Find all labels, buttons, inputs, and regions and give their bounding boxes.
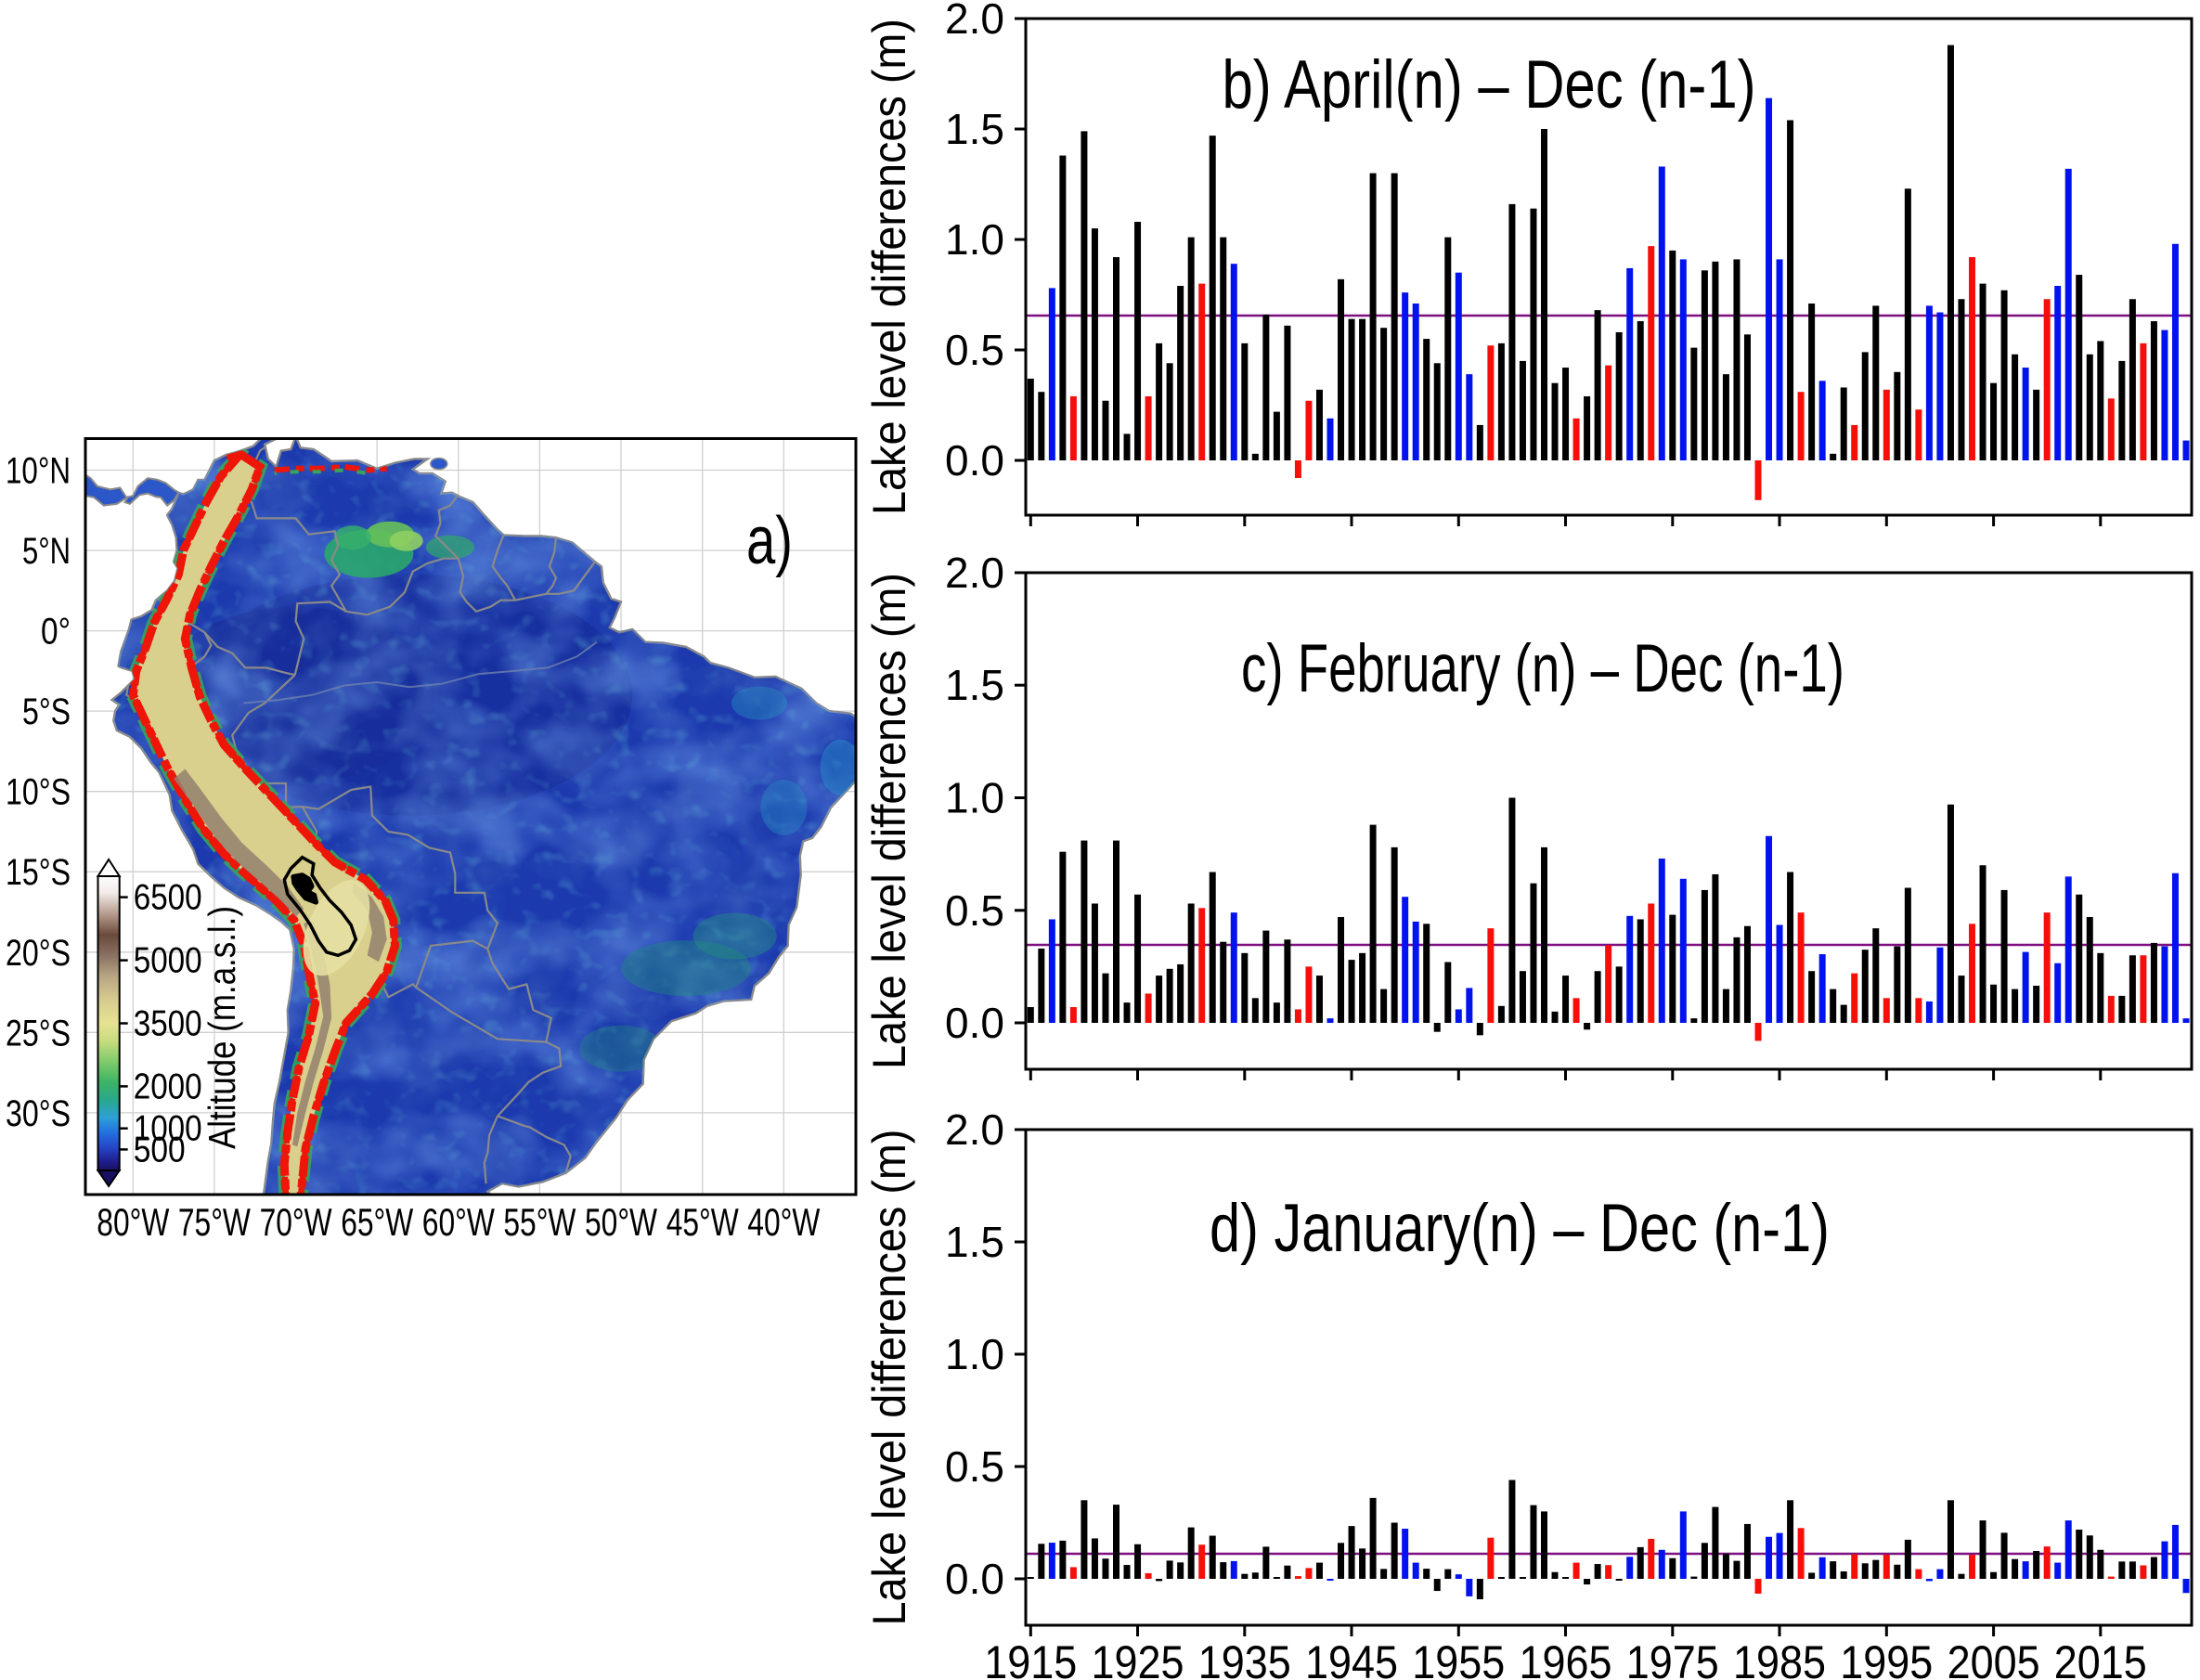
- svg-text:0.5: 0.5: [945, 1442, 1004, 1491]
- svg-text:80°W: 80°W: [97, 1200, 169, 1244]
- svg-text:10°N: 10°N: [6, 451, 71, 492]
- svg-text:Lake level differences (m): Lake level differences (m): [863, 1130, 915, 1626]
- svg-text:1.0: 1.0: [945, 1330, 1004, 1378]
- svg-text:2015: 2015: [2054, 1636, 2147, 1680]
- svg-text:3500: 3500: [134, 1004, 202, 1044]
- svg-text:60°W: 60°W: [422, 1200, 495, 1244]
- svg-text:1965: 1965: [1520, 1636, 1612, 1680]
- svg-text:1985: 1985: [1733, 1636, 1826, 1680]
- svg-text:2005: 2005: [1948, 1636, 2040, 1680]
- svg-text:Altitude (m.a.s.l.): Altitude (m.a.s.l.): [201, 906, 243, 1149]
- svg-text:0.0: 0.0: [945, 999, 1004, 1047]
- svg-text:Lake level differences (m): Lake level differences (m): [863, 19, 915, 515]
- svg-text:1.5: 1.5: [945, 105, 1004, 153]
- svg-text:25°S: 25°S: [6, 1013, 71, 1053]
- svg-text:0.5: 0.5: [945, 326, 1004, 374]
- svg-text:0.0: 0.0: [945, 436, 1004, 485]
- svg-text:75°W: 75°W: [178, 1200, 251, 1244]
- svg-text:70°W: 70°W: [260, 1200, 332, 1244]
- svg-text:2.0: 2.0: [945, 1105, 1004, 1154]
- svg-text:1935: 1935: [1198, 1636, 1291, 1680]
- svg-text:b) April(n) – Dec (n-1): b) April(n) – Dec (n-1): [1223, 47, 1756, 123]
- svg-text:1.5: 1.5: [945, 661, 1004, 709]
- svg-text:1.5: 1.5: [945, 1218, 1004, 1266]
- svg-text:0°: 0°: [41, 612, 71, 653]
- svg-text:1.0: 1.0: [945, 215, 1004, 264]
- svg-text:1975: 1975: [1626, 1636, 1719, 1680]
- svg-text:Lake level differences (m): Lake level differences (m): [863, 573, 915, 1069]
- svg-text:a): a): [746, 504, 793, 578]
- svg-text:0.5: 0.5: [945, 886, 1004, 935]
- svg-text:55°W: 55°W: [503, 1200, 576, 1244]
- svg-text:500: 500: [134, 1130, 186, 1170]
- svg-text:1925: 1925: [1092, 1636, 1184, 1680]
- svg-text:0.0: 0.0: [945, 1555, 1004, 1603]
- svg-text:15°S: 15°S: [6, 852, 71, 893]
- svg-text:20°S: 20°S: [6, 933, 71, 974]
- svg-text:2000: 2000: [134, 1066, 202, 1106]
- svg-text:5°S: 5°S: [22, 691, 71, 732]
- svg-text:5000: 5000: [134, 941, 202, 981]
- svg-text:10°S: 10°S: [6, 772, 71, 813]
- svg-text:1.0: 1.0: [945, 774, 1004, 822]
- svg-text:1000: 1000: [134, 1109, 202, 1149]
- svg-text:2.0: 2.0: [945, 0, 1004, 43]
- svg-text:30°S: 30°S: [6, 1093, 71, 1134]
- svg-text:65°W: 65°W: [341, 1200, 413, 1244]
- svg-text:d) January(n) – Dec (n-1): d) January(n) – Dec (n-1): [1210, 1191, 1830, 1266]
- svg-text:1915: 1915: [984, 1636, 1077, 1680]
- svg-text:45°W: 45°W: [666, 1200, 739, 1244]
- svg-text:50°W: 50°W: [585, 1200, 657, 1244]
- svg-text:1945: 1945: [1305, 1636, 1398, 1680]
- svg-text:1995: 1995: [1840, 1636, 1933, 1680]
- svg-text:6500: 6500: [134, 878, 202, 918]
- svg-text:1955: 1955: [1412, 1636, 1505, 1680]
- svg-text:2.0: 2.0: [945, 549, 1004, 597]
- svg-text:5°N: 5°N: [22, 531, 71, 572]
- svg-text:c) February (n) – Dec (n-1): c) February (n) – Dec (n-1): [1241, 631, 1844, 706]
- svg-text:40°W: 40°W: [747, 1200, 820, 1244]
